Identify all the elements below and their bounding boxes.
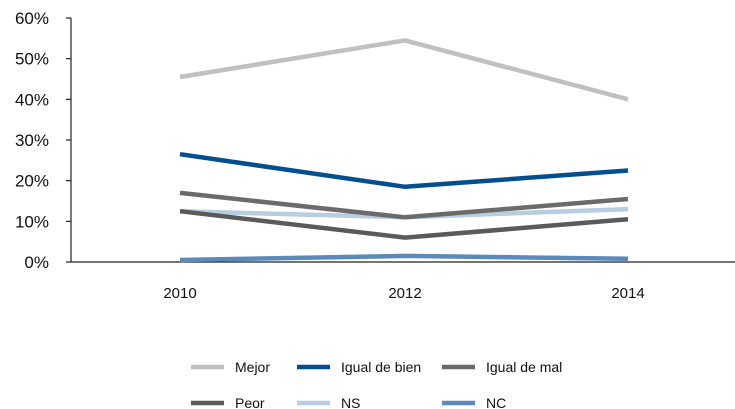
legend-label-nc: NC [486, 395, 506, 409]
legend-label-mejor: Mejor [235, 359, 270, 375]
legend-label-igual-de-mal: Igual de mal [486, 359, 562, 375]
series-line-nc [179, 253, 629, 263]
series-line-igual-de-mal [179, 190, 629, 220]
x-tick-label: 2012 [388, 285, 421, 302]
x-tick-label: 2010 [163, 285, 196, 302]
y-tick-label: 30% [15, 131, 49, 150]
y-tick-label: 20% [15, 172, 49, 191]
legend-label-ns: NS [341, 395, 360, 409]
x-tick-label: 2014 [611, 285, 644, 302]
x-axis-ticks: 2010 2012 2014 [163, 285, 644, 302]
y-tick-label: 40% [15, 90, 49, 109]
y-tick-label: 10% [15, 212, 49, 231]
series-line-igual-de-bien [179, 151, 629, 190]
y-tick-label: 60% [15, 9, 49, 28]
y-tick-label: 50% [15, 50, 49, 69]
y-axis-ticks: 0% 10% 20% 30% 40% 50% 60% [15, 9, 71, 272]
series-line-mejor [179, 38, 629, 102]
chart-series [179, 38, 629, 263]
series-line-peor [179, 208, 629, 240]
legend-label-igual-de-bien: Igual de bien [341, 359, 421, 375]
legend-label-peor: Peor [235, 395, 265, 409]
chart-legend: Mejor Igual de bien Igual de mal Peor NS NC [191, 359, 562, 409]
chart-axes [70, 18, 735, 263]
y-tick-label: 0% [24, 253, 49, 272]
